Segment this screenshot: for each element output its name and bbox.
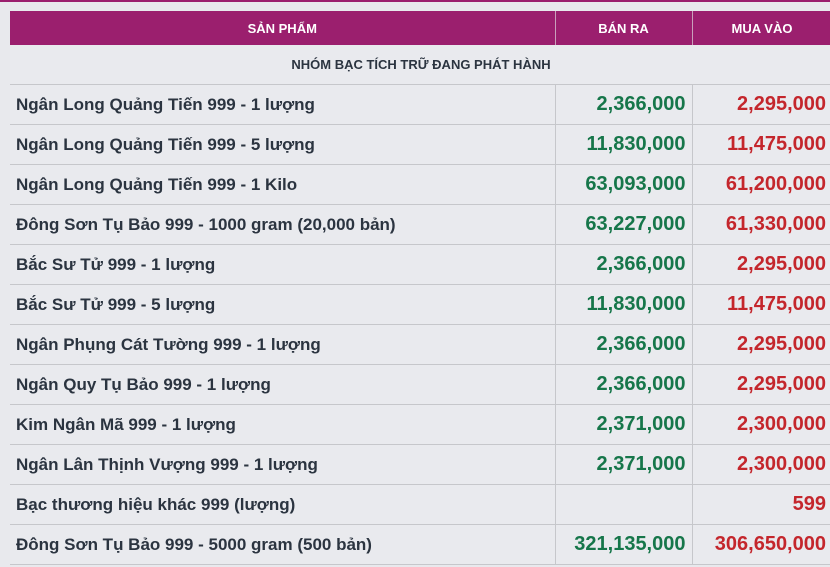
column-header: MUA VÀO	[692, 11, 830, 45]
sell-price: 63,093,000	[555, 164, 693, 205]
buy-price: 2,300,000	[692, 404, 830, 445]
sell-price: 2,366,000	[555, 324, 693, 365]
product-row: Đông Sơn Tụ Bảo 999 - 1000 gram (20,000 …	[10, 204, 830, 245]
sell-price: 321,135,000	[555, 524, 693, 565]
product-row: Bạc thương hiệu khác 999 (lượng) 599	[10, 484, 830, 525]
buy-price: 2,295,000	[692, 324, 830, 365]
product-row: Đông Sơn Tụ Bảo 999 - 5000 gram (500 bản…	[10, 524, 830, 565]
column-header: SẢN PHẨM	[10, 11, 556, 45]
product-row: Ngân Long Quảng Tiến 999 - 5 lượng 11,830…	[10, 124, 830, 165]
product-name: Ngân Long Quảng Tiến 999 - 5 lượng	[10, 124, 556, 165]
product-name: Kim Ngân Mã 999 - 1 lượng	[10, 404, 556, 445]
buy-price: 306,650,000	[692, 524, 830, 565]
sell-price	[555, 484, 693, 525]
price-table: SẢN PHẨM BÁN RA MUA VÀO NHÓM BẠC TÍCH TRỮ …	[10, 11, 830, 565]
product-row: Kim Ngân Mã 999 - 1 lượng 2,371,000 2,300,…	[10, 404, 830, 445]
sell-price: 2,371,000	[555, 444, 693, 485]
sell-price: 11,830,000	[555, 124, 693, 165]
buy-price: 2,300,000	[692, 444, 830, 485]
header-row: SẢN PHẨM BÁN RA MUA VÀO	[10, 11, 830, 45]
product-name: Đông Sơn Tụ Bảo 999 - 1000 gram (20,000 …	[10, 204, 556, 245]
product-name: Ngân Long Quảng Tiến 999 - 1 Kilo	[10, 164, 556, 205]
buy-price: 61,330,000	[692, 204, 830, 245]
group-label: NHÓM BẠC TÍCH TRỮ ĐANG PHÁT HÀNH	[10, 45, 830, 85]
sell-price: 63,227,000	[555, 204, 693, 245]
buy-price: 11,475,000	[692, 124, 830, 165]
product-name: Ngân Long Quảng Tiến 999 - 1 lượng	[10, 84, 556, 125]
product-name: Bắc Sư Tử 999 - 5 lượng	[10, 284, 556, 325]
buy-price: 2,295,000	[692, 244, 830, 285]
product-row: Ngân Phụng Cát Tường 999 - 1 lượng 2,366,…	[10, 324, 830, 365]
product-row: Ngân Lân Thịnh Vượng 999 - 1 lượng 2,371,…	[10, 444, 830, 485]
product-name: Đông Sơn Tụ Bảo 999 - 5000 gram (500 bản…	[10, 524, 556, 565]
buy-price: 61,200,000	[692, 164, 830, 205]
buy-price: 2,295,000	[692, 364, 830, 405]
buy-price: 11,475,000	[692, 284, 830, 325]
group-row: NHÓM BẠC TÍCH TRỮ ĐANG PHÁT HÀNH	[10, 45, 830, 85]
product-name: Ngân Lân Thịnh Vượng 999 - 1 lượng	[10, 444, 556, 485]
product-name: Ngân Quy Tụ Bảo 999 - 1 lượng	[10, 364, 556, 405]
sell-price: 2,366,000	[555, 244, 693, 285]
sell-price: 11,830,000	[555, 284, 693, 325]
product-row: Ngân Long Quảng Tiến 999 - 1 Kilo 63,093,…	[10, 164, 830, 205]
top-line	[0, 0, 830, 2]
sell-price: 2,366,000	[555, 84, 693, 125]
product-row: Ngân Quy Tụ Bảo 999 - 1 lượng 2,366,000 2,…	[10, 364, 830, 405]
column-header: BÁN RA	[555, 11, 693, 45]
product-row: Bắc Sư Tử 999 - 1 lượng 2,366,000 2,295,00…	[10, 244, 830, 285]
table-body: NHÓM BẠC TÍCH TRỮ ĐANG PHÁT HÀNH Ngân Lon…	[10, 45, 830, 565]
product-name: Bắc Sư Tử 999 - 1 lượng	[10, 244, 556, 285]
buy-price: 2,295,000	[692, 84, 830, 125]
product-row: Bắc Sư Tử 999 - 5 lượng 11,830,000 11,475,…	[10, 284, 830, 325]
buy-price: 599	[692, 484, 830, 525]
sell-price: 2,371,000	[555, 404, 693, 445]
product-name: Bạc thương hiệu khác 999 (lượng)	[10, 484, 556, 525]
product-row: Ngân Long Quảng Tiến 999 - 1 lượng 2,366,…	[10, 84, 830, 125]
product-name: Ngân Phụng Cát Tường 999 - 1 lượng	[10, 324, 556, 365]
sell-price: 2,366,000	[555, 364, 693, 405]
